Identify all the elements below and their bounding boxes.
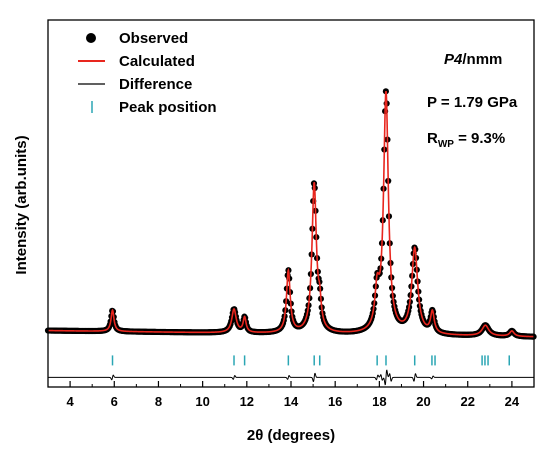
legend-calculated-label: Calculated [119, 53, 195, 70]
calculated-line [48, 90, 535, 338]
x-tick-label: 24 [505, 394, 520, 409]
x-tick-label: 12 [240, 394, 254, 409]
peak-position-series [111, 355, 511, 366]
space-group-label: P4/nmm [444, 51, 502, 68]
data-layer [44, 88, 537, 386]
legend-observed-label: Observed [119, 30, 188, 47]
x-tick-label: 14 [284, 394, 299, 409]
x-tick-label: 22 [460, 394, 474, 409]
legend-difference-label: Difference [119, 76, 192, 93]
y-axis-title: Intensity (arb.units) [13, 135, 30, 274]
x-axis-title-prefix: 2 [247, 427, 255, 444]
x-tick-label: 6 [111, 394, 118, 409]
x-tick-label: 10 [195, 394, 209, 409]
x-tick-label: 20 [416, 394, 430, 409]
x-tick-label: 8 [155, 394, 162, 409]
rwp-value: = 9.3% [454, 130, 505, 147]
x-axis: 4 6 8 10 12 14 16 18 20 22 24 [47, 381, 535, 409]
legend-observed-marker [86, 33, 96, 43]
x-tick-label: 18 [372, 394, 386, 409]
x-axis-title: 2θ (degrees) [247, 427, 335, 444]
legend-peak-position-label: Peak position [119, 99, 217, 116]
pressure-label: P = 1.79 GPa [427, 94, 518, 111]
refinement-annotations: P4/nmm P = 1.79 GPa RWP = 9.3% [427, 51, 518, 150]
space-group-rest: /nmm [462, 51, 502, 68]
x-tick-label: 4 [66, 394, 74, 409]
space-group-number: 4 [453, 51, 463, 68]
rwp-label: RWP = 9.3% [427, 130, 505, 150]
rwp-letter: R [427, 130, 438, 147]
x-axis-title-theta: θ [255, 427, 263, 444]
x-axis-title-suffix: (degrees) [263, 427, 335, 444]
rwp-subscript: WP [438, 139, 454, 150]
space-group-italic: P [444, 51, 455, 68]
plot-area [48, 20, 534, 387]
legend: Observed Calculated Difference Peak posi… [78, 30, 217, 116]
difference-line [48, 369, 534, 386]
x-tick-label: 16 [328, 394, 342, 409]
